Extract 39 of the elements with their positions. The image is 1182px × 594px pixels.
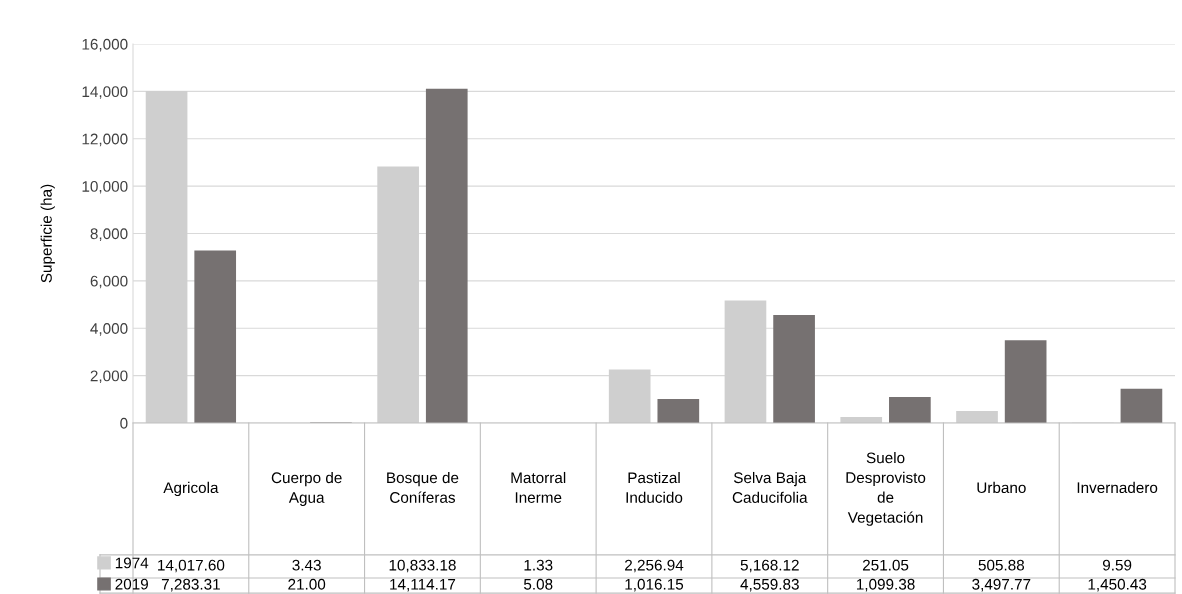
data-label: 251.05 [862,559,909,571]
data-label: 4,559.83 [740,578,799,592]
data-label: 505.88 [978,559,1025,571]
y-axis-title: Superficie (ha) [40,184,55,283]
data-label: 1,450.43 [1088,578,1147,592]
y-tick-label: 16,000 [82,38,128,52]
data-label: 2,256.94 [625,559,684,573]
y-tick-label: 14,000 [82,86,128,99]
y-tick-label: 8,000 [90,228,128,241]
x-tick-label: Pastizal Inducido [626,471,683,503]
data-label: 3.43 [292,559,321,571]
y-tick-label: 4,000 [90,323,128,336]
x-tick-label: Bosque de Coníferas [387,471,459,503]
x-tick-label: Cuerpo de Agua [271,471,342,506]
data-label: 21.00 [288,578,326,590]
y-tick-label: 0 [120,417,128,429]
legend-label: 2019 [115,578,148,590]
x-tick-label: Matorral Inerme [511,471,566,503]
data-label: 14,114.17 [390,579,456,592]
data-label: 1,099.38 [856,578,915,592]
x-tick-label: Agricola [163,481,219,497]
data-label: 14,017.60 [158,559,225,573]
data-label: 9.59 [1102,559,1132,571]
y-tick-label: 10,000 [82,180,128,194]
x-tick-label: Invernadero [1077,481,1158,494]
data-label: 1.33 [524,559,553,571]
x-tick-label: Suelo Desprovisto de Vegetación [846,452,926,526]
data-label: 5,168.12 [740,559,799,573]
y-tick-label: 12,000 [82,133,128,147]
legend-label: 1974 [115,557,149,569]
data-label: 7,283.31 [161,578,220,592]
data-label: 1,016.15 [625,578,684,592]
y-tick-label: 2,000 [90,370,128,384]
data-label: 10,833.18 [389,559,456,573]
data-label: 5.08 [523,578,553,590]
data-label: 3,497.77 [972,578,1031,592]
y-tick-label: 6,000 [90,275,128,289]
x-tick-label: Urbano [977,481,1026,494]
x-tick-label: Selva Baja Caducifolia [732,471,808,503]
